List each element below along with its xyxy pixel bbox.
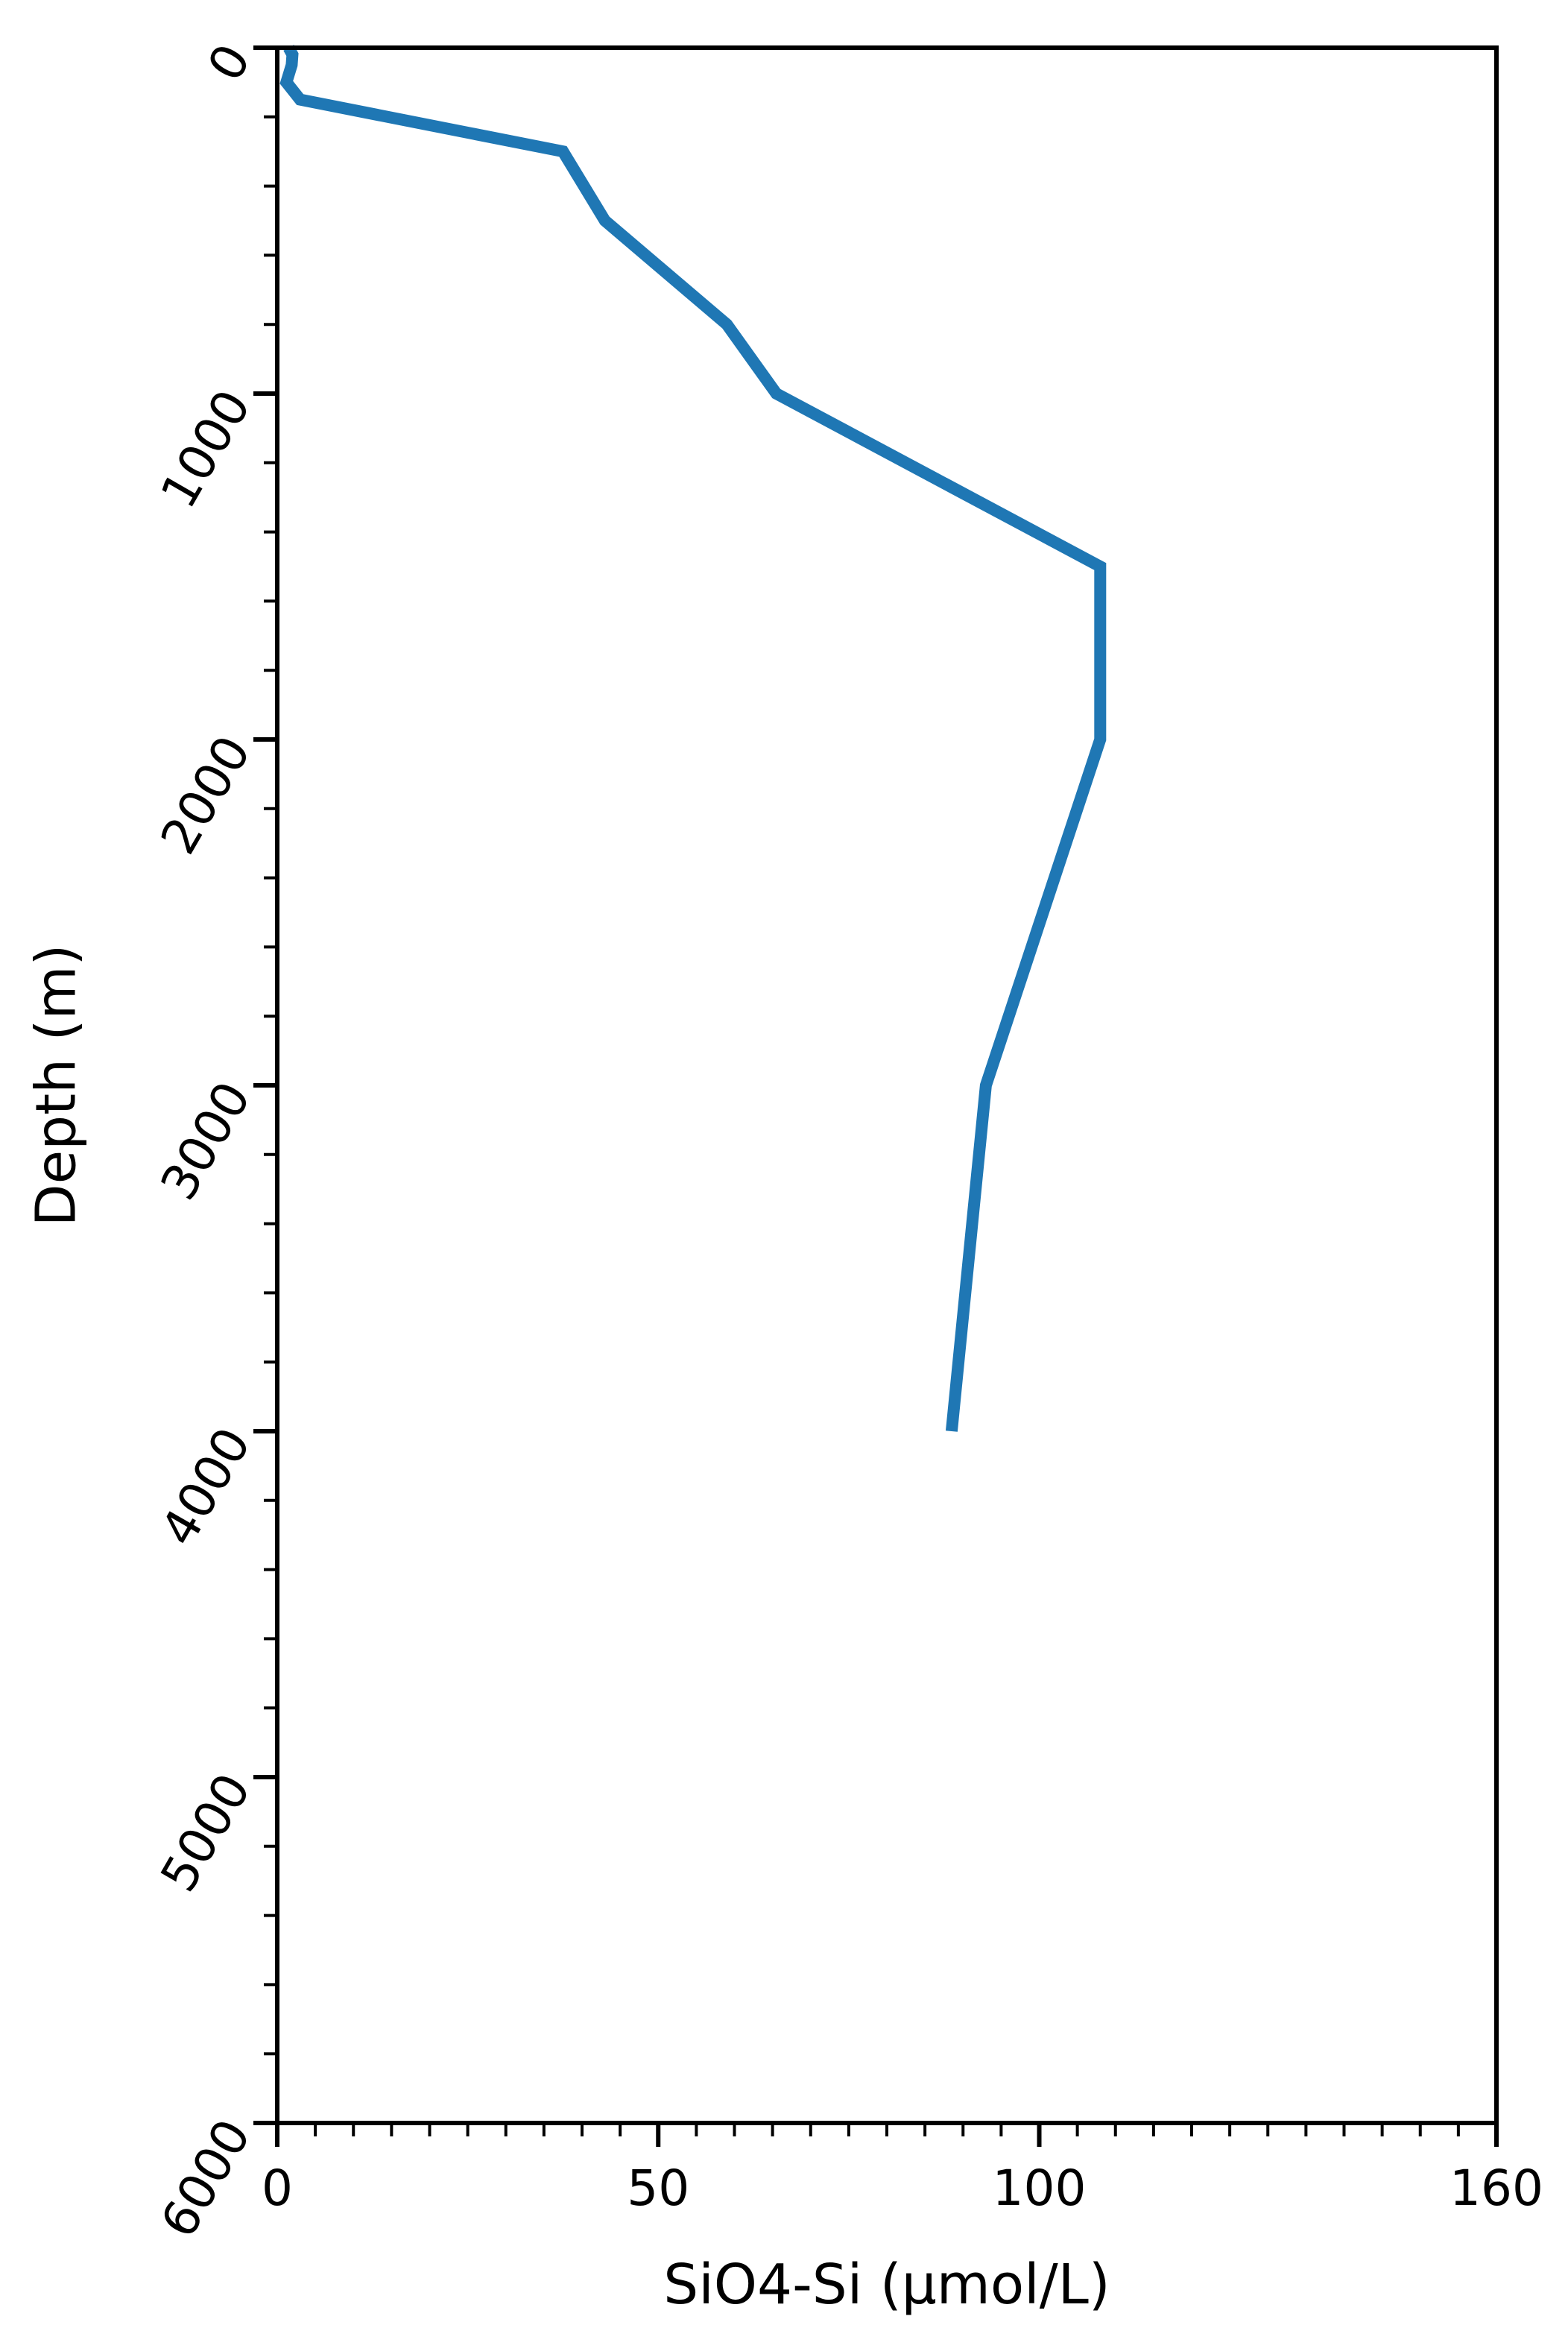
x-axis-label: SiO4-Si (μmol/L) <box>663 2253 1110 2317</box>
y-axis-label: Depth (m) <box>25 944 89 1227</box>
major-ticks <box>253 45 1499 2147</box>
x-tick-label: 0 <box>262 2160 293 2217</box>
x-tick-label: 160 <box>1450 2160 1543 2217</box>
series-line <box>279 45 1107 1432</box>
x-tick-label: 50 <box>627 2160 689 2217</box>
series-layer <box>279 45 1107 1432</box>
plot-frame <box>275 45 1499 2125</box>
x-tick-label: 100 <box>993 2160 1087 2217</box>
x-tick-labels: 0 50 100 160 <box>262 2160 1543 2217</box>
